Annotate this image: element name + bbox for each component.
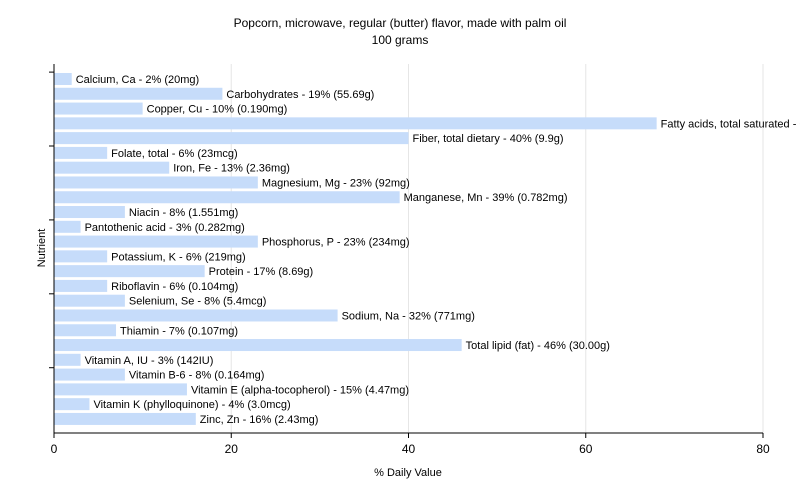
bar-label: Pantothenic acid - 3% (0.282mg)	[85, 222, 245, 234]
bar-label: Sodium, Na - 32% (771mg)	[342, 310, 475, 322]
y-axis-label: Nutrient	[36, 229, 48, 268]
bar	[54, 339, 462, 352]
bar	[54, 265, 205, 278]
bar	[54, 206, 125, 219]
bar-label: Calcium, Ca - 2% (20mg)	[76, 74, 199, 86]
bar	[54, 220, 81, 233]
bar-label: Carbohydrates - 19% (55.69g)	[226, 89, 374, 101]
bar-label: Vitamin E (alpha-tocopherol) - 15% (4.47…	[191, 384, 409, 396]
bar-label: Zinc, Zn - 16% (2.43mg)	[200, 414, 319, 426]
x-tick-label: 40	[402, 442, 416, 456]
bars-group: Calcium, Ca - 2% (20mg) Carbohydrates - 1…	[54, 73, 800, 426]
bar-label: Potassium, K - 6% (219mg)	[111, 251, 246, 263]
bar-label: Riboflavin - 6% (0.104mg)	[111, 281, 238, 293]
bar	[54, 102, 143, 115]
chart-subtitle: 100 grams	[372, 33, 429, 47]
bar	[54, 412, 196, 425]
axes-group: 0 20 40 60 80	[49, 64, 770, 456]
bar	[54, 398, 90, 411]
x-tick-label: 60	[579, 442, 593, 456]
bar-label: Niacin - 8% (1.551mg)	[129, 207, 238, 219]
bar	[54, 132, 409, 145]
bar	[54, 161, 170, 174]
bar-label: Fatty acids, total saturated - 68% (13.6…	[661, 118, 800, 130]
chart-title: Popcorn, microwave, regular (butter) fla…	[234, 16, 567, 30]
bar	[54, 279, 108, 292]
bar-label: Iron, Fe - 13% (2.36mg)	[173, 163, 290, 175]
bar-label: Magnesium, Mg - 23% (92mg)	[262, 177, 410, 189]
bar-label: Total lipid (fat) - 46% (30.00g)	[466, 340, 610, 352]
bar	[54, 235, 258, 248]
bar	[54, 383, 187, 396]
bar	[54, 294, 125, 307]
bar-label: Folate, total - 6% (23mcg)	[111, 148, 238, 160]
bar-label: Protein - 17% (8.69g)	[209, 266, 314, 278]
bar	[54, 191, 400, 204]
bar	[54, 73, 72, 85]
bar	[54, 250, 108, 263]
bar	[54, 309, 338, 322]
bar-label: Vitamin K (phylloquinone) - 4% (3.0mcg)	[93, 399, 290, 411]
bar	[54, 324, 117, 337]
x-axis-label: % Daily Value	[374, 467, 442, 479]
bar	[54, 353, 81, 366]
x-tick-label: 80	[756, 442, 770, 456]
bar-label: Phosphorus, P - 23% (234mg)	[262, 237, 410, 249]
bar-label: Fiber, total dietary - 40% (9.9g)	[413, 133, 564, 145]
bar	[54, 368, 125, 381]
bar	[54, 87, 223, 100]
bar-label: Vitamin B-6 - 8% (0.164mg)	[129, 370, 265, 382]
bar	[54, 176, 258, 189]
bar-label: Copper, Cu - 10% (0.190mg)	[147, 104, 288, 116]
x-tick-label: 20	[225, 442, 239, 456]
bar-label: Thiamin - 7% (0.107mg)	[120, 325, 238, 337]
bar	[54, 146, 108, 159]
bar-label: Selenium, Se - 8% (5.4mcg)	[129, 296, 267, 308]
bar-label: Vitamin A, IU - 3% (142IU)	[85, 355, 214, 367]
bar	[54, 117, 657, 130]
x-tick-label: 0	[51, 442, 58, 456]
bar-label: Manganese, Mn - 39% (0.782mg)	[404, 192, 568, 204]
